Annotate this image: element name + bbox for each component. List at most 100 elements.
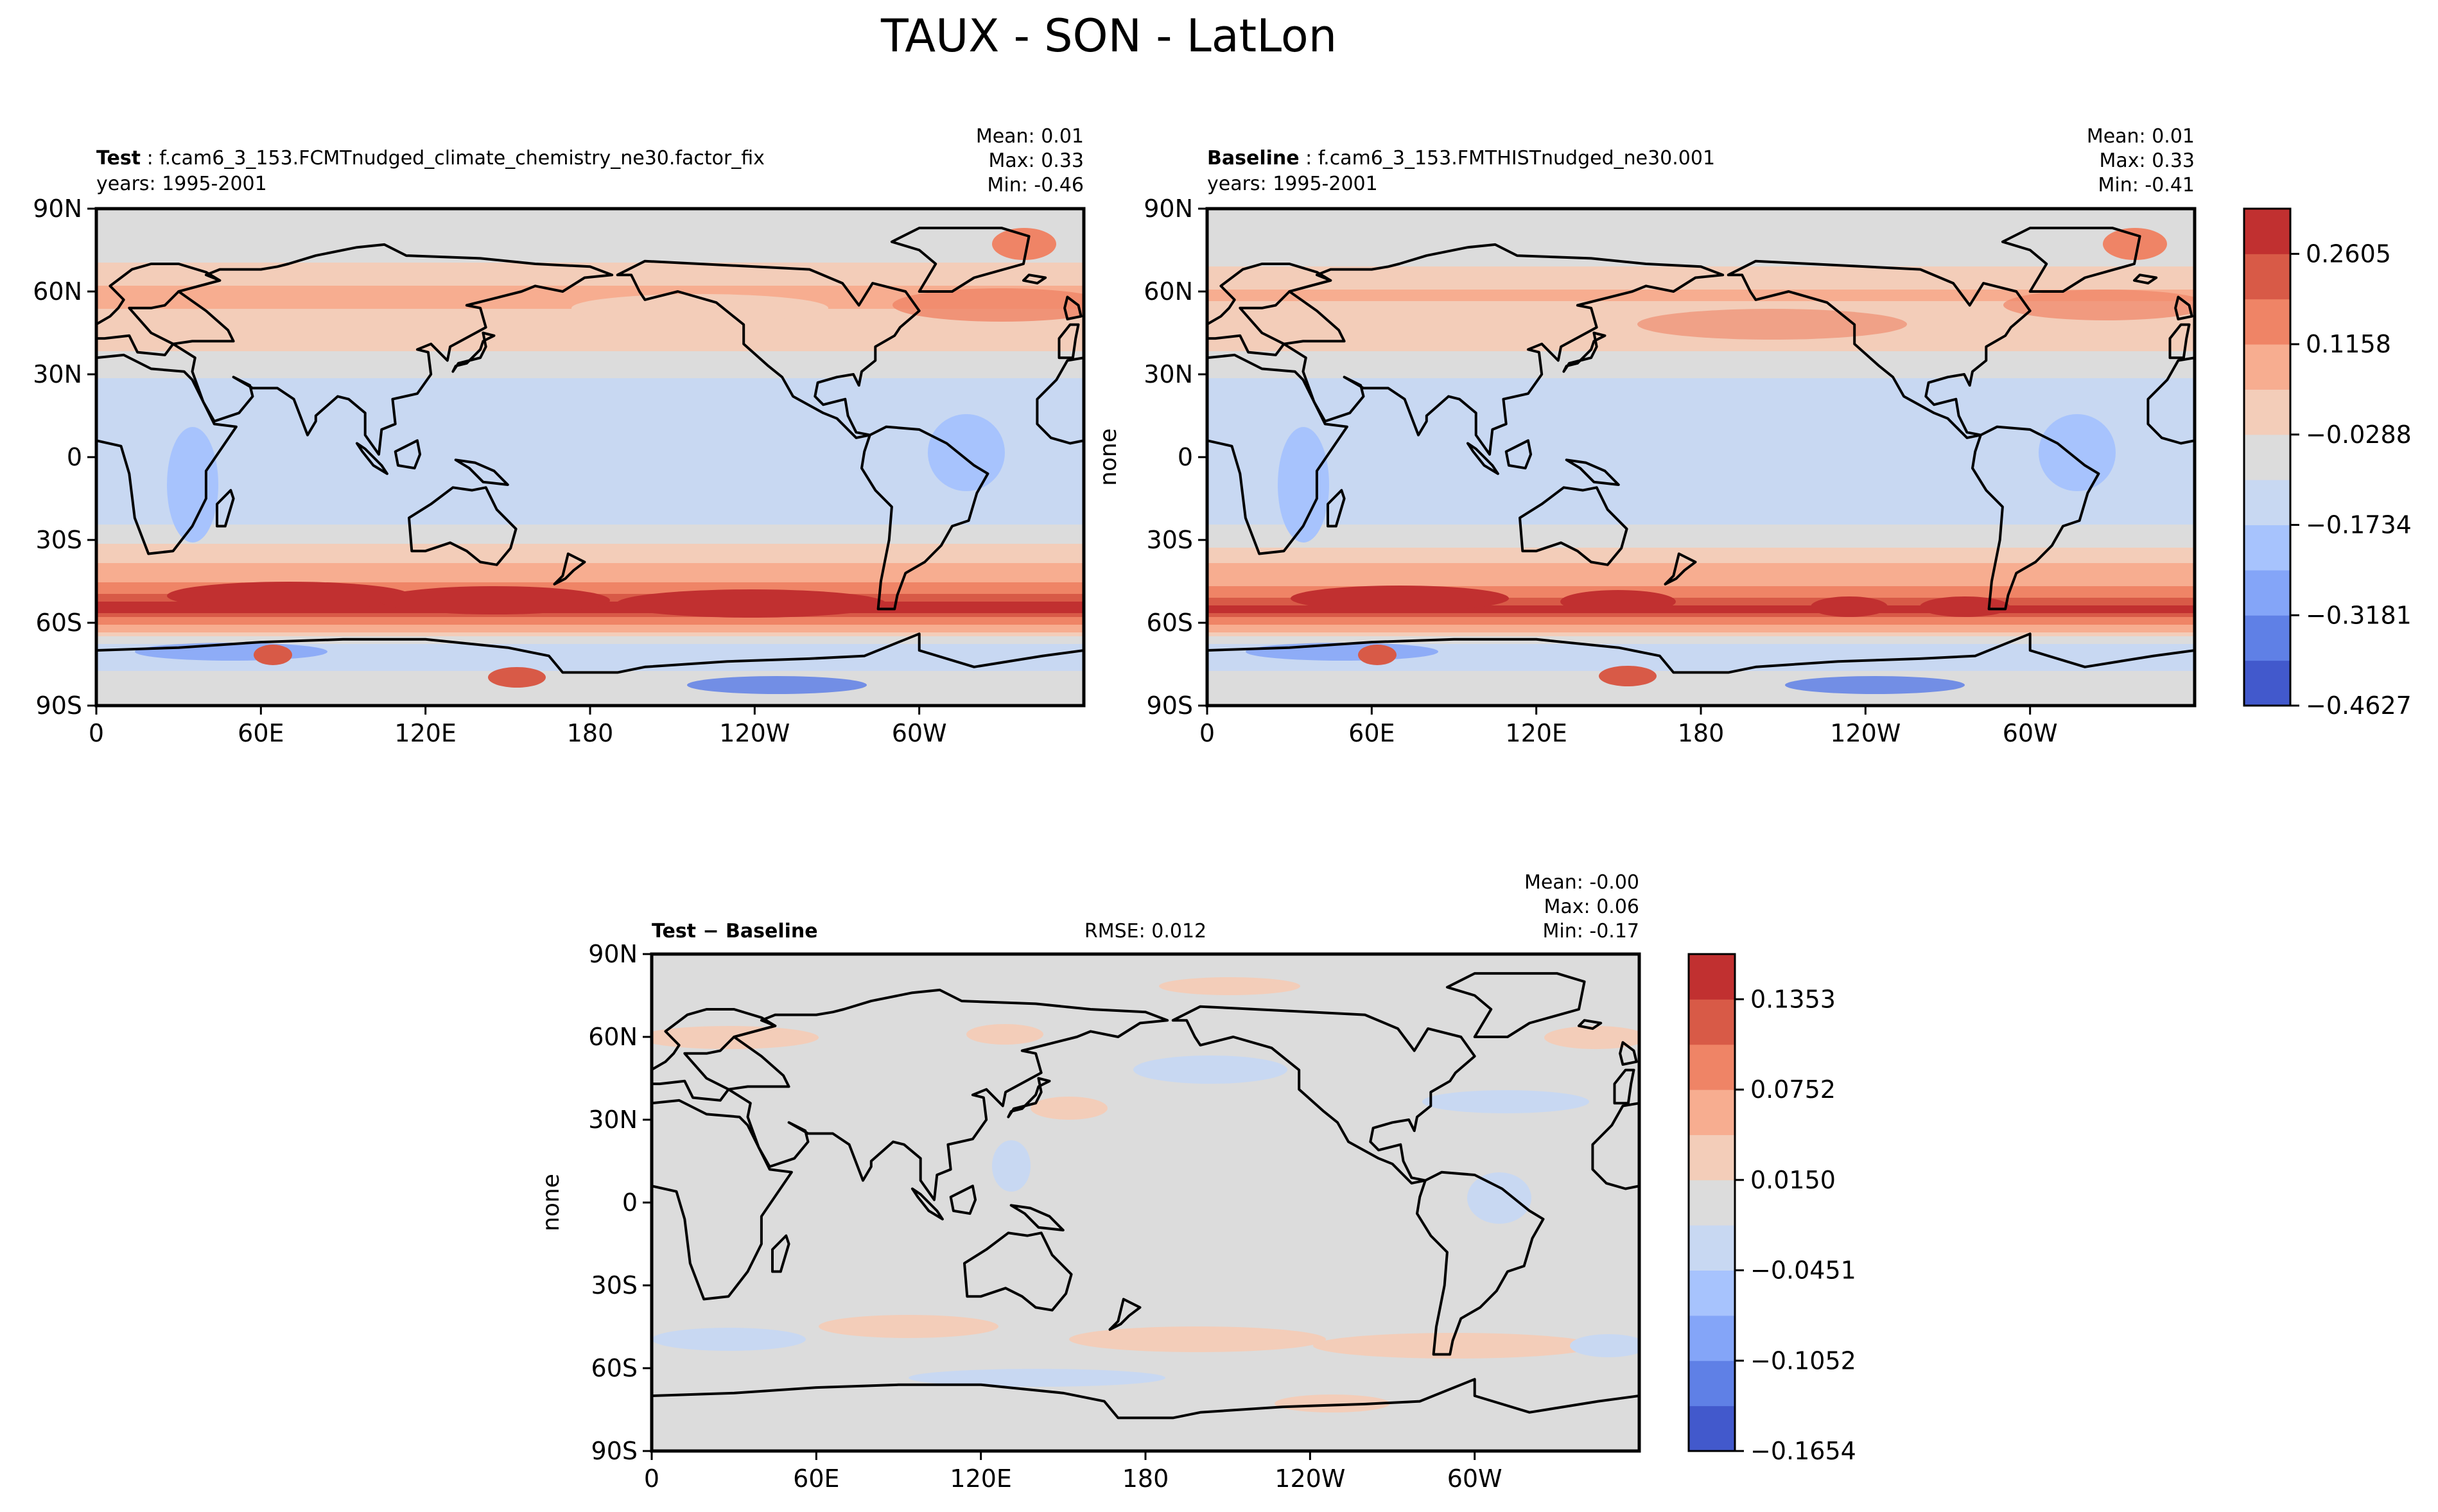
x-tick-label: 0 xyxy=(1199,719,1215,747)
x-tick-label: 60W xyxy=(892,719,947,747)
coastline xyxy=(949,1185,977,1215)
zonal-band xyxy=(1207,428,2195,433)
coastline xyxy=(1009,1204,1065,1231)
zonal-band xyxy=(1207,602,2195,606)
zonal-band xyxy=(96,455,1084,460)
test-years: years: 1995-2001 xyxy=(96,173,267,195)
y-tick-label: 30N xyxy=(33,360,82,388)
zonal-band xyxy=(96,536,1084,541)
y-tick-label: 60N xyxy=(33,277,82,306)
zonal-band xyxy=(1207,552,2195,556)
zonal-band xyxy=(1207,501,2195,506)
zonal-band xyxy=(1207,394,2195,398)
zonal-band xyxy=(1207,247,2195,252)
test-ant-easterly-2 xyxy=(687,676,867,694)
diff-stat-min: Min: -0.17 xyxy=(1543,920,1640,943)
colorbar-swatch xyxy=(1689,1270,1735,1316)
test-natl-jet xyxy=(892,288,1084,322)
test-so-jet-core-1 xyxy=(167,582,411,610)
coastline xyxy=(1063,295,1083,320)
coastline xyxy=(910,1187,944,1221)
zonal-band xyxy=(96,228,1084,232)
coastline xyxy=(1171,1005,1476,1185)
zonal-band xyxy=(1207,309,2195,313)
zonal-band xyxy=(1207,251,2195,256)
zonal-band xyxy=(96,394,1084,398)
zonal-band xyxy=(1207,282,2195,286)
zonal-band xyxy=(96,575,1084,579)
zonal-band xyxy=(96,324,1084,329)
baseline-axes: 0 60E 120E 180 120W 60W 90S 60S 30S 0 30N 60N 90N xyxy=(1144,195,2057,747)
zonal-band xyxy=(96,679,1084,683)
zonal-band xyxy=(96,374,1084,379)
y-tick-label: 90S xyxy=(591,1437,638,1465)
zonal-band xyxy=(1207,659,2195,664)
y-tick-label: 60N xyxy=(1144,277,1193,306)
zonal-band xyxy=(96,659,1084,664)
x-tick-label: 120E xyxy=(394,719,457,747)
zonal-band xyxy=(1207,239,2195,244)
colorbar-swatch xyxy=(1689,1360,1735,1407)
zonal-band xyxy=(96,290,1084,294)
diff-patch-2 xyxy=(966,1024,1043,1045)
zonal-band xyxy=(1207,609,2195,614)
zonal-band xyxy=(96,478,1084,483)
diff-ylabel: none xyxy=(538,1174,564,1231)
baseline-npac-jet xyxy=(1637,309,1907,340)
zonal-band xyxy=(1207,617,2195,621)
coastline xyxy=(860,425,989,611)
x-tick-label: 60E xyxy=(1348,719,1395,747)
zonal-band xyxy=(96,505,1084,510)
colorbar-tick-label: 0.0150 xyxy=(1750,1166,1836,1194)
zonal-band xyxy=(96,501,1084,506)
zonal-band xyxy=(1207,636,2195,641)
colorbar-tick-label: 0.1353 xyxy=(1750,985,1836,1013)
zonal-band xyxy=(96,263,1084,267)
zonal-band xyxy=(1207,259,2195,263)
colorbar-swatch xyxy=(1689,1225,1735,1271)
zonal-band xyxy=(1207,440,2195,444)
zonal-band xyxy=(96,482,1084,487)
diff-patch-12 xyxy=(1313,1333,1596,1359)
test-npac-jet xyxy=(571,294,828,322)
zonal-band xyxy=(96,656,1084,660)
zonal-band xyxy=(1207,243,2195,248)
zonal-band xyxy=(1207,625,2195,629)
zonal-band xyxy=(96,517,1084,521)
zonal-band xyxy=(1207,582,2195,587)
colorbar-tick-label: −0.4627 xyxy=(2306,691,2412,720)
coastline xyxy=(1207,632,2195,706)
zonal-band xyxy=(1207,351,2195,356)
zonal-band xyxy=(1207,405,2195,410)
zonal-band xyxy=(1207,459,2195,464)
colorbar-swatch xyxy=(1689,1044,1735,1090)
zonal-band xyxy=(96,448,1084,452)
coastline xyxy=(963,1231,1073,1312)
colorbar-tick-label: 0.1158 xyxy=(2306,330,2391,358)
y-tick-label: 90N xyxy=(1144,195,1193,223)
x-tick-label: 120W xyxy=(1275,1464,1345,1493)
baseline-ylabel: none xyxy=(1095,428,1122,486)
zonal-band xyxy=(96,525,1084,529)
zonal-band xyxy=(1207,370,2195,375)
zonal-band xyxy=(1207,517,2195,521)
zonal-band xyxy=(1207,690,2195,695)
zonal-band xyxy=(96,528,1084,533)
zonal-band xyxy=(1207,544,2195,548)
test-axes: 0 60E 120E 180 120W 60W 90S 60S 30S 0 30N 60N 90N xyxy=(33,195,946,747)
zonal-band xyxy=(96,266,1084,271)
panel-diff: Test − Baseline RMSE: 0.012 Mean: -0.00 … xyxy=(538,871,1641,1493)
baseline-ant-westerly-2 xyxy=(1599,666,1657,686)
zonal-band xyxy=(1207,613,2195,618)
colorbar-swatch xyxy=(1689,1090,1735,1135)
diff-axes: 0 60E 120E 180 120W 60W 90S 60S 30S 0 30N 60N 90N xyxy=(588,940,1502,1493)
panel-test: Test : f.cam6_3_153.FCMTnudged_climate_c… xyxy=(33,125,1086,747)
diff-stat-max: Max: 0.06 xyxy=(1544,896,1639,918)
coastline xyxy=(1445,972,1586,1038)
coastline xyxy=(1619,1041,1638,1066)
x-tick-label: 120W xyxy=(719,719,790,747)
coastline xyxy=(171,243,614,456)
baseline-coastlines xyxy=(1207,227,2195,706)
zonal-band xyxy=(1207,355,2195,360)
zonal-band xyxy=(1207,586,2195,591)
